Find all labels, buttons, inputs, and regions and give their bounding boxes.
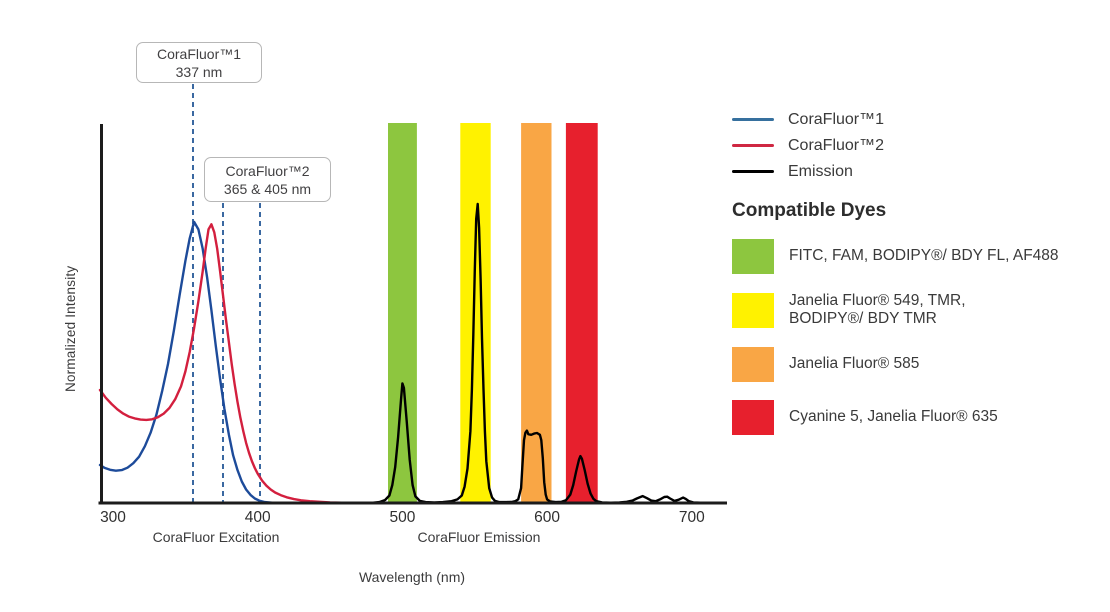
dye-row-yellow: Janelia Fluor® 549, TMR, BODIPY®/ BDY TM… — [732, 292, 1110, 329]
callout-corafluor1-value: 337 nm — [175, 63, 223, 80]
callout-corafluor2-title: CoraFluor™2 — [225, 162, 310, 179]
callout-corafluor1: CoraFluor™1 337 nm — [136, 42, 262, 83]
series-corafluor-2-excitation — [98, 223, 353, 505]
legend-row-corafluor2: CoraFluor™2 — [732, 137, 884, 154]
series-emission — [314, 202, 711, 505]
x-tick-label-700: 700 — [679, 509, 705, 526]
compatible-dyes-panel: Compatible Dyes FITC, FAM, BODIPY®/ BDY … — [732, 200, 1110, 453]
series-legend: CoraFluor™1 CoraFluor™2 Emission — [732, 111, 884, 180]
red-filter-swatch — [732, 399, 774, 435]
callout-corafluor2: CoraFluor™2 365 & 405 nm — [204, 157, 331, 202]
dye-row-green: FITC, FAM, BODIPY®/ BDY FL, AF488 — [732, 239, 1110, 274]
orange-filter-swatch — [732, 346, 774, 382]
corafluor1-line-swatch — [732, 118, 774, 121]
legend-label-corafluor2: CoraFluor™2 — [788, 136, 885, 154]
excitation-section-label: CoraFluor Excitation — [152, 529, 280, 545]
legend-row-emission: Emission — [732, 163, 884, 180]
x-tick-label-600: 600 — [534, 509, 560, 526]
callout-corafluor2-value: 365 & 405 nm — [223, 180, 312, 197]
x-tick-label-400: 400 — [245, 509, 271, 526]
dye-label-green: FITC, FAM, BODIPY®/ BDY FL, AF488 — [789, 247, 1059, 265]
corafluor2-line-swatch — [732, 144, 774, 147]
series-corafluor-1-excitation — [98, 220, 283, 505]
dye-label-yellow: Janelia Fluor® 549, TMR, BODIPY®/ BDY TM… — [789, 292, 966, 328]
emission-line-swatch — [732, 170, 774, 173]
legend-label-emission: Emission — [788, 162, 853, 180]
callout-corafluor1-title: CoraFluor™1 — [156, 45, 242, 62]
filter-band-582-603 — [521, 123, 552, 503]
dye-label-orange: Janelia Fluor® 585 — [789, 354, 920, 372]
yellow-filter-swatch — [732, 292, 774, 328]
x-axis-label: Wavelength (nm) — [358, 569, 466, 585]
emission-section-label: CoraFluor Emission — [417, 529, 541, 545]
dye-label-red: Cyanine 5, Janelia Fluor® 635 — [789, 407, 998, 425]
legend-label-corafluor1: CoraFluor™1 — [788, 110, 885, 128]
filter-band-613-635 — [565, 123, 598, 503]
legend-row-corafluor1: CoraFluor™1 — [732, 111, 884, 128]
x-tick-label-500: 500 — [389, 509, 415, 526]
y-axis-label: Normalized Intensity — [63, 265, 78, 392]
dye-row-orange: Janelia Fluor® 585 — [732, 346, 1110, 382]
spectra-chart: 300 400 500 600 700 — [98, 84, 727, 526]
dye-row-red: Cyanine 5, Janelia Fluor® 635 — [732, 399, 1110, 435]
filter-band-490-510 — [388, 123, 417, 503]
green-filter-swatch — [732, 239, 774, 274]
x-tick-label-300: 300 — [100, 509, 126, 526]
compatible-dyes-heading: Compatible Dyes — [732, 200, 887, 221]
